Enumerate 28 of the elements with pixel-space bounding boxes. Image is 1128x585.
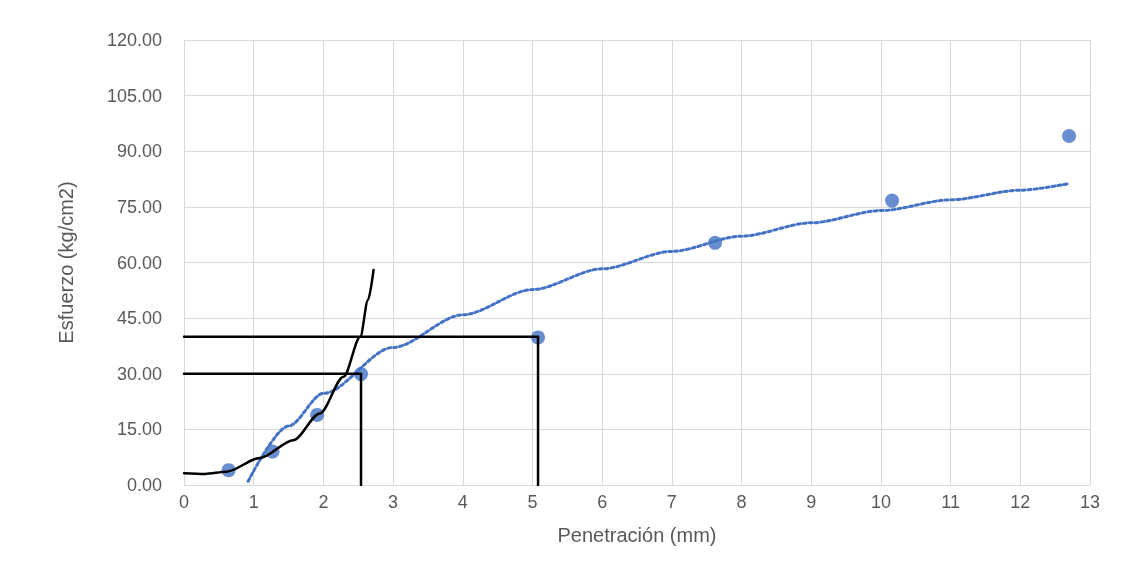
- y-tick-label: 105.00: [106, 85, 162, 106]
- x-tick-label: 1: [248, 492, 259, 512]
- x-tick-label: 10: [870, 492, 891, 512]
- y-tick-label: 45.00: [116, 308, 162, 329]
- y-tick-label: 120.00: [106, 30, 162, 50]
- point: [1062, 129, 1077, 144]
- y-tick-label: 75.00: [116, 196, 162, 217]
- x-tick-label: 5: [527, 492, 538, 512]
- y-tick-label: 0.00: [126, 475, 162, 495]
- x-tick-label: 0: [178, 492, 190, 512]
- x-axis-title: Penetración (mm): [557, 524, 717, 546]
- y-tick-label: 90.00: [116, 141, 162, 162]
- x-tick-label: 4: [457, 492, 468, 512]
- x-tick-label: 3: [388, 492, 399, 512]
- point: [885, 193, 900, 208]
- y-tick-label: 60.00: [116, 252, 162, 273]
- y-axis-title: Esfuerzo (kg/cm2): [55, 181, 77, 344]
- line-series: [246, 182, 1071, 483]
- x-tick-label: 2: [318, 492, 329, 512]
- y-tick-label: 15.00: [116, 419, 162, 440]
- x-tick-label: 9: [806, 492, 817, 512]
- x-tick-label: 11: [941, 492, 960, 512]
- y-tick-label: 30.00: [116, 363, 162, 384]
- x-tick-label: 13: [1079, 492, 1101, 512]
- x-tick-label: 7: [666, 492, 677, 512]
- x-tick-label: 6: [597, 492, 608, 512]
- x-tick-label: 8: [736, 492, 747, 512]
- x-tick-label: 12: [1010, 492, 1031, 512]
